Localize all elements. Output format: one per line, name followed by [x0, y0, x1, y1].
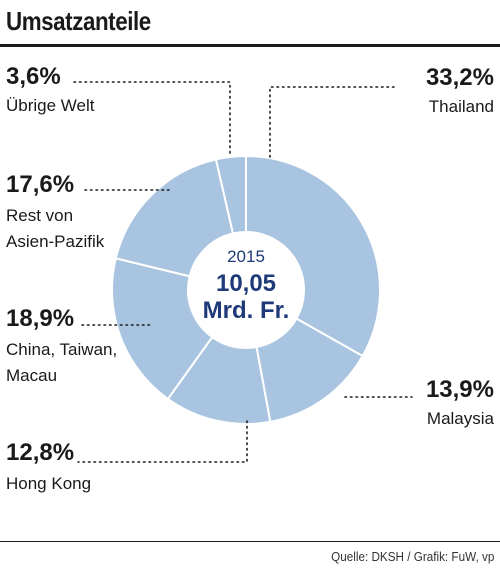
slice-name-label-2-1: Malaysia: [427, 409, 495, 428]
donut-slice-5: [114, 158, 235, 278]
source-note: Quelle: DKSH / Grafik: FuW, vp: [330, 549, 494, 564]
top-rule: [0, 44, 500, 47]
center-total-value: 10,05: [216, 270, 276, 297]
slice-value-label-4: 18,9%: [6, 305, 74, 332]
donut-chart: 33,2% Thailand 13,9% Malaysia 12,8% Hong Kong…: [6, 63, 495, 493]
leader-line-3: [77, 420, 248, 463]
slice-name-label-3-1: Hong Kong: [6, 474, 91, 493]
leader-line-1: [269, 86, 399, 158]
bottom-rule: [0, 541, 500, 542]
slice-name-label-5-2: Asien-Pazifik: [6, 232, 105, 251]
slice-value-label-2: 13,9%: [426, 376, 494, 403]
donut-slice-2: [255, 317, 364, 423]
slice-name-label-5-1: Rest von: [6, 206, 73, 225]
slice-value-label-5: 17,6%: [6, 171, 74, 198]
donut-slice-4: [111, 257, 214, 401]
slice-value-label-3: 12,8%: [6, 439, 74, 466]
slice-value-label-6: 3,6%: [6, 63, 61, 90]
donut-slice-1: [245, 154, 381, 358]
slice-name-label-4-2: Macau: [6, 366, 57, 385]
slice-value-label-1: 33,2%: [426, 64, 494, 91]
slice-name-label-6-1: Übrige Welt: [6, 96, 95, 115]
slice-name-label-1-1: Thailand: [429, 97, 494, 116]
chart-title: Umsatzanteile: [6, 6, 151, 36]
leader-line-6: [73, 81, 231, 157]
slice-name-label-4-1: China, Taiwan,: [6, 340, 117, 359]
donut-slice-6: [214, 154, 247, 235]
center-total-unit: Mrd. Fr.: [203, 297, 290, 324]
center-year: 2015: [227, 247, 265, 266]
